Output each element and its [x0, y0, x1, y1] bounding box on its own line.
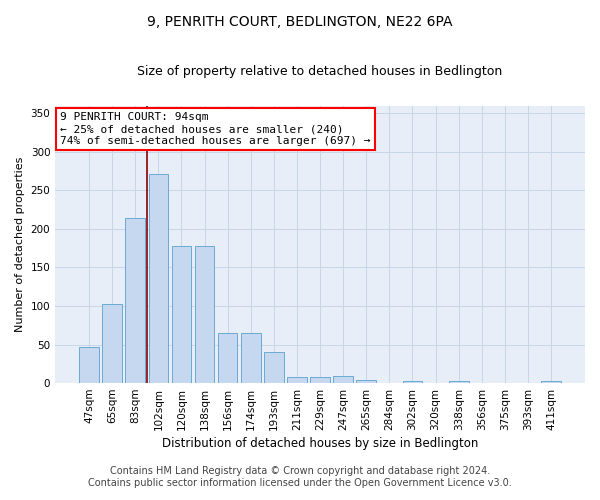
Bar — [403, 381, 422, 383]
Bar — [356, 380, 376, 383]
Text: 9 PENRITH COURT: 94sqm
← 25% of detached houses are smaller (240)
74% of semi-de: 9 PENRITH COURT: 94sqm ← 25% of detached… — [61, 112, 371, 146]
Bar — [79, 347, 99, 383]
Bar — [449, 381, 469, 383]
Bar — [541, 381, 561, 383]
Bar — [172, 246, 191, 383]
Bar — [287, 377, 307, 383]
Title: Size of property relative to detached houses in Bedlington: Size of property relative to detached ho… — [137, 65, 503, 78]
Y-axis label: Number of detached properties: Number of detached properties — [15, 156, 25, 332]
Bar — [310, 377, 330, 383]
Bar — [218, 333, 238, 383]
Bar — [241, 333, 260, 383]
Bar — [125, 218, 145, 383]
Bar — [334, 376, 353, 383]
Text: 9, PENRITH COURT, BEDLINGTON, NE22 6PA: 9, PENRITH COURT, BEDLINGTON, NE22 6PA — [147, 15, 453, 29]
Bar — [195, 246, 214, 383]
Bar — [103, 304, 122, 383]
Bar — [264, 352, 284, 383]
Text: Contains HM Land Registry data © Crown copyright and database right 2024.
Contai: Contains HM Land Registry data © Crown c… — [88, 466, 512, 487]
Bar — [149, 174, 168, 383]
X-axis label: Distribution of detached houses by size in Bedlington: Distribution of detached houses by size … — [162, 437, 478, 450]
